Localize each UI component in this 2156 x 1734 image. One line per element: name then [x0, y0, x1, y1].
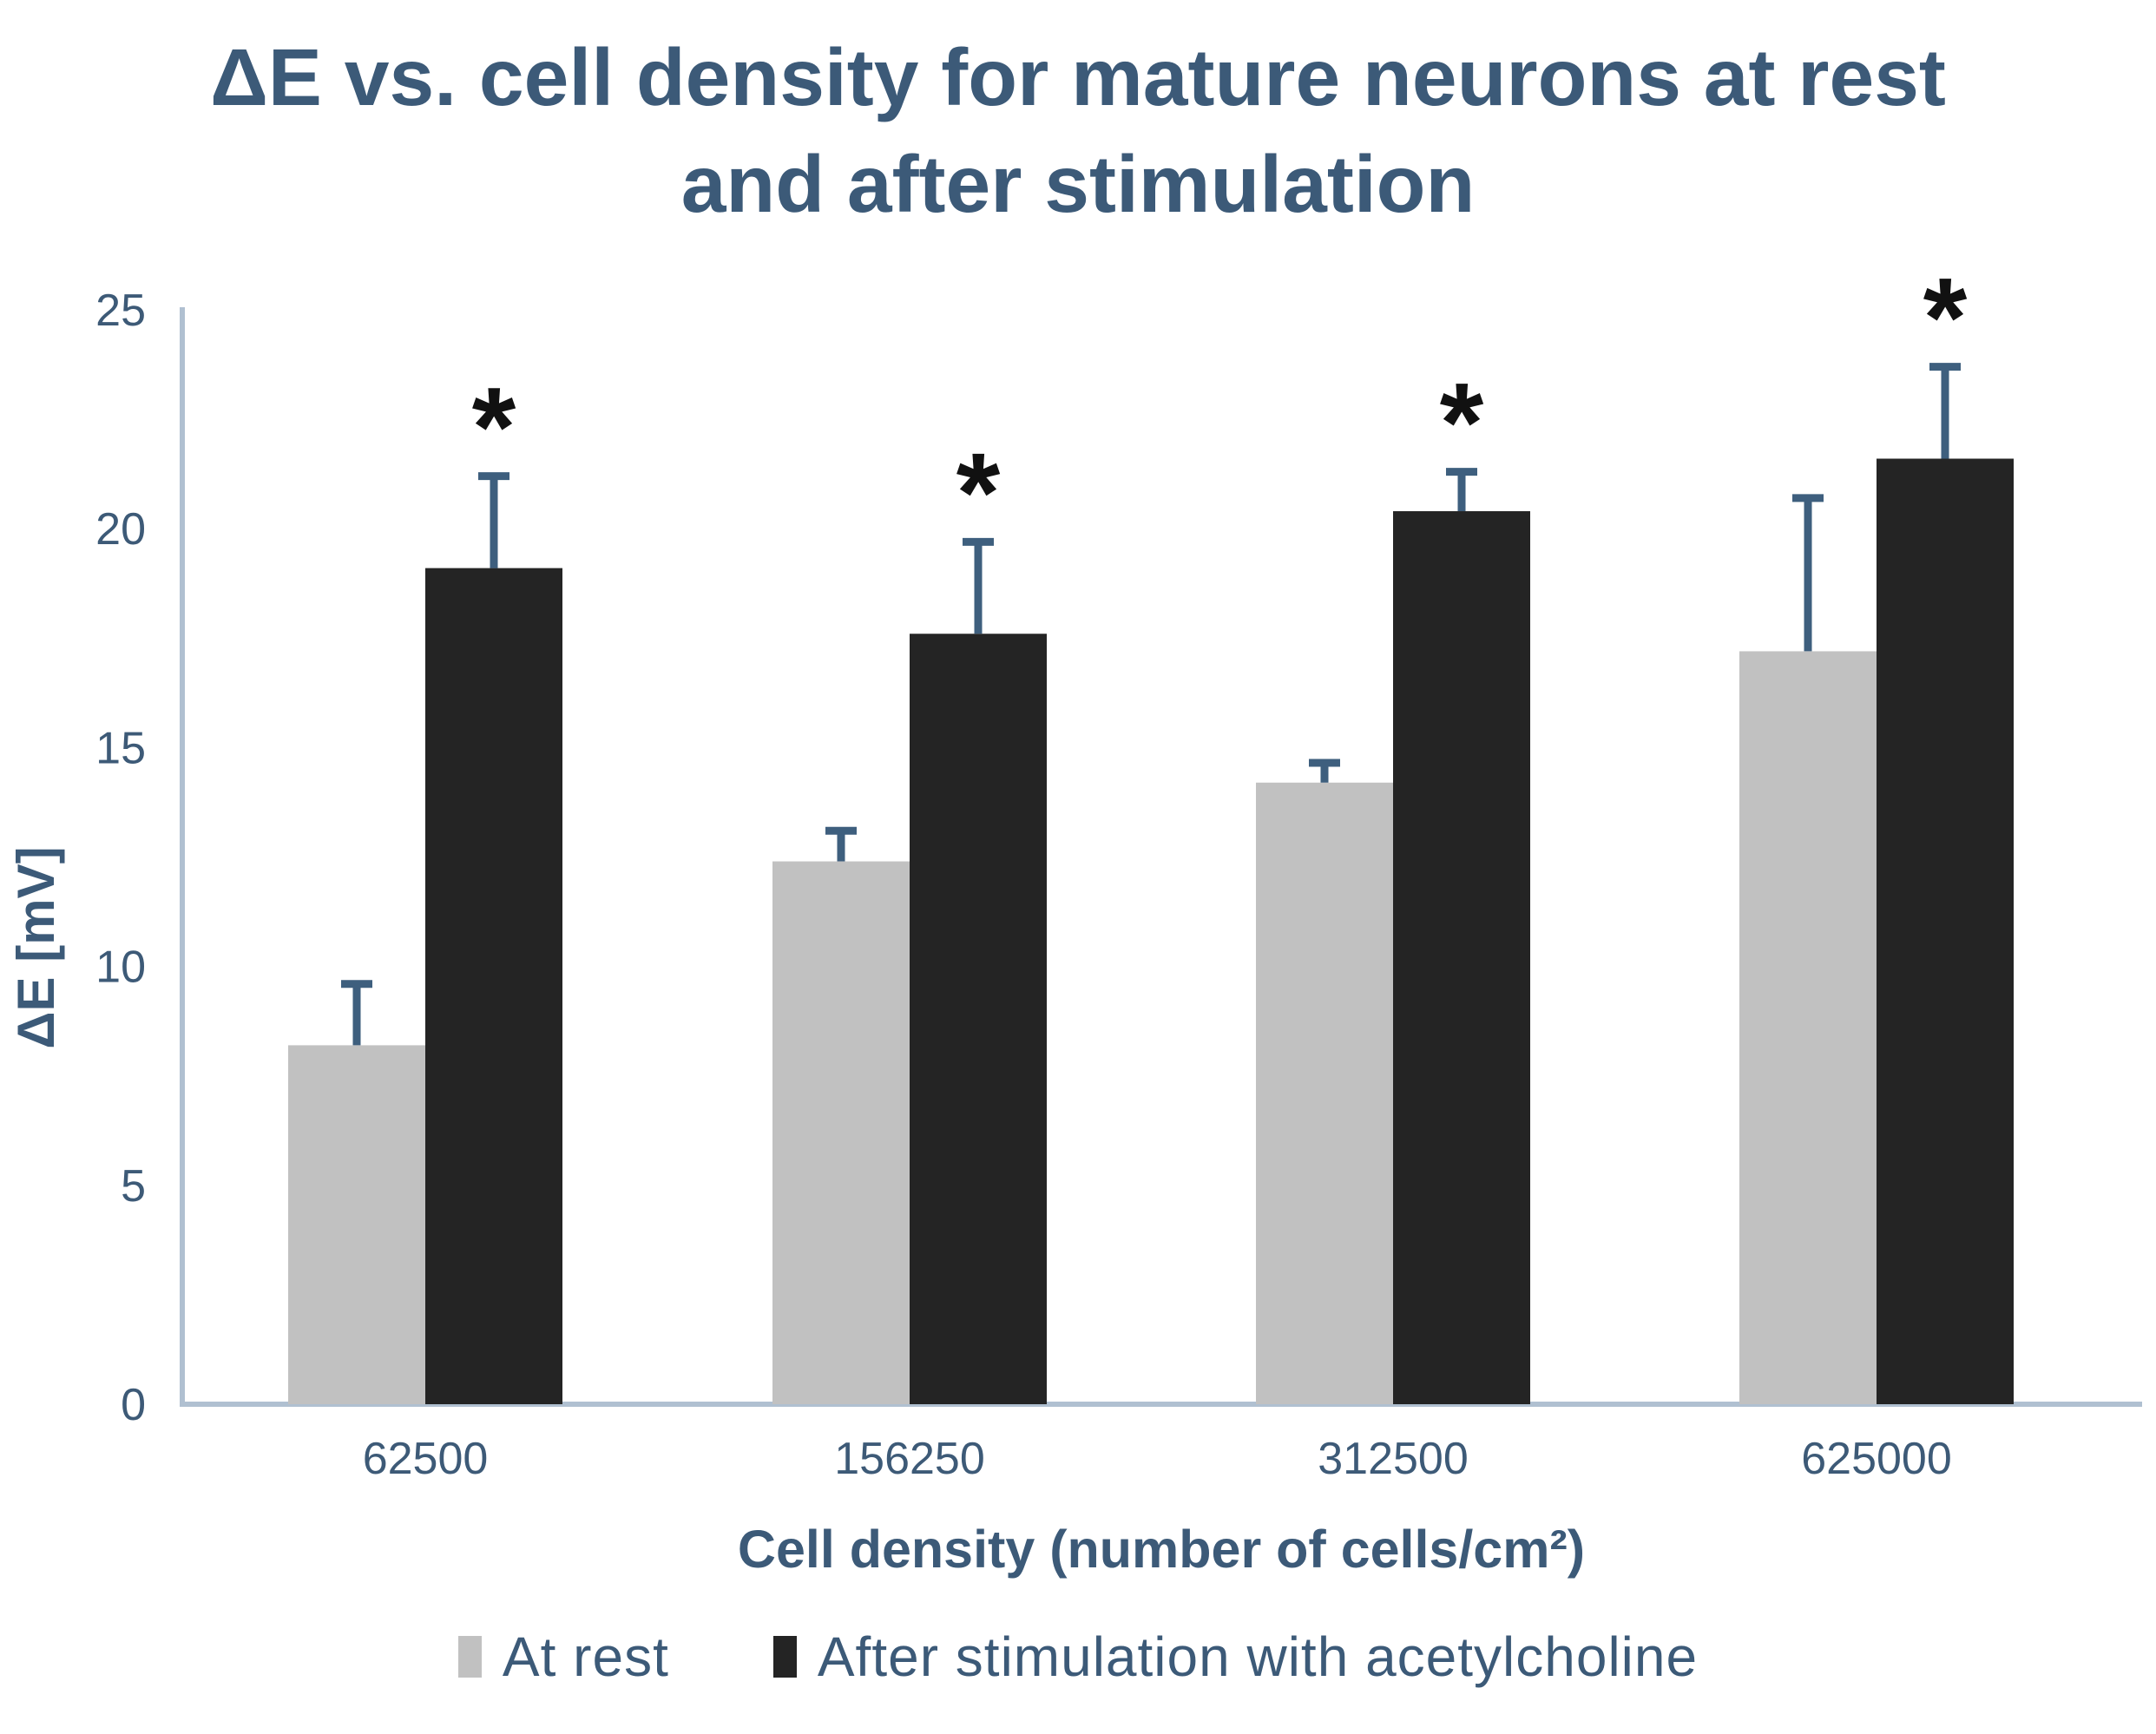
legend: At rest After stimulation with acetylcho… [0, 1625, 2156, 1689]
significance-asterisk: * [1923, 254, 1968, 381]
legend-label-at-rest: At rest [502, 1626, 669, 1688]
bars-layer [288, 458, 2014, 1405]
x-tick-label: 62500 [363, 1434, 489, 1484]
bar-at-rest-156250 [772, 861, 910, 1404]
legend-swatch-after-stimulation [772, 1636, 797, 1678]
y-tick-labels: 0 5 10 15 20 25 [95, 286, 146, 1430]
legend-item-after-stimulation: After stimulation with acetylcholine [772, 1625, 1699, 1689]
error-bars-layer [341, 363, 1961, 1046]
significance-layer: * * * * [472, 254, 1968, 556]
x-tick-labels: 62500 156250 312500 625000 [363, 1434, 1952, 1484]
significance-asterisk: * [956, 429, 1001, 555]
x-tick-label: 312500 [1318, 1434, 1469, 1484]
y-tick-label: 20 [95, 504, 146, 555]
legend-swatch-at-rest [457, 1636, 482, 1678]
bar-stim-156250 [910, 634, 1047, 1404]
legend-label-after-stimulation: After stimulation with acetylcholine [817, 1626, 1699, 1688]
significance-asterisk: * [1440, 359, 1484, 486]
bar-stim-312500 [1393, 511, 1530, 1405]
x-tick-label: 625000 [1801, 1434, 1952, 1484]
legend-item-at-rest: At rest [457, 1625, 669, 1689]
bar-at-rest-62500 [288, 1045, 425, 1404]
y-tick-label: 25 [95, 286, 146, 336]
significance-asterisk: * [472, 364, 516, 490]
bar-at-rest-625000 [1739, 651, 1877, 1404]
y-tick-label: 5 [121, 1161, 146, 1212]
x-tick-label: 156250 [834, 1434, 985, 1484]
bar-at-rest-312500 [1256, 782, 1393, 1404]
chart-title: ΔE vs. cell density for mature neurons a… [210, 32, 1946, 229]
y-tick-label: 10 [95, 943, 146, 993]
bar-stim-625000 [1877, 458, 2014, 1404]
y-axis-title: ΔE [mV] [7, 846, 65, 1048]
y-tick-label: 15 [95, 723, 146, 773]
x-axis-title: Cell density (number of cells/cm²) [738, 1520, 1585, 1579]
bar-stim-62500 [425, 568, 562, 1404]
y-tick-label: 0 [121, 1380, 146, 1430]
